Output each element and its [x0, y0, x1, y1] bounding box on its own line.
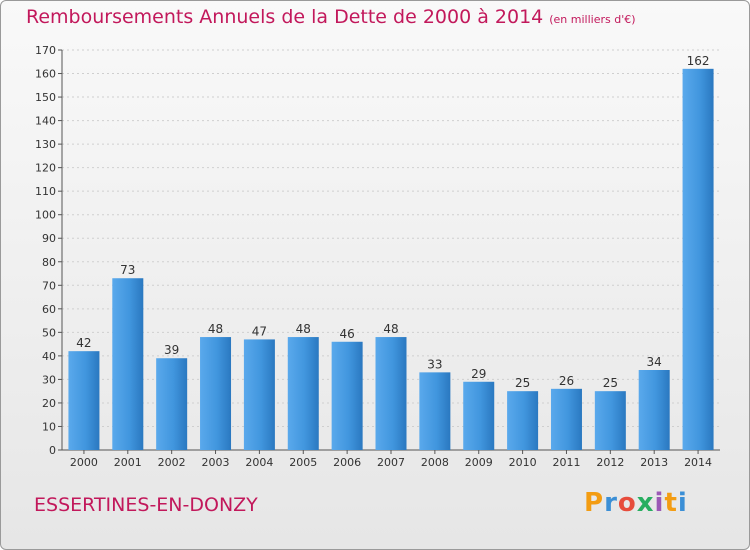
bar-2007 [375, 337, 407, 450]
bar-2003 [200, 337, 232, 450]
y-tick-label: 170 [35, 44, 56, 57]
y-tick-label: 30 [42, 373, 56, 386]
y-tick-label: 160 [35, 68, 56, 81]
logo-letter: P [584, 488, 605, 518]
x-tick-label-2003: 2003 [202, 456, 230, 469]
chart-subtitle: (en milliers d'€) [549, 13, 636, 26]
bar-2010 [507, 391, 539, 450]
x-tick-label-2012: 2012 [596, 456, 624, 469]
logo-letter: t [664, 488, 678, 518]
bar-2005 [287, 337, 319, 450]
y-tick-label: 0 [49, 444, 56, 457]
y-tick-label: 40 [42, 350, 56, 363]
bar-2009 [463, 381, 495, 450]
x-tick-label-2011: 2011 [552, 456, 580, 469]
x-tick-label-2004: 2004 [245, 456, 273, 469]
bar-2013 [638, 370, 670, 450]
value-label-2007: 48 [383, 322, 398, 336]
x-tick-label-2001: 2001 [114, 456, 142, 469]
y-tick-label: 150 [35, 91, 56, 104]
logo-letter: r [604, 488, 618, 518]
value-label-2010: 25 [515, 376, 530, 390]
logo-letter: i [677, 488, 688, 518]
bar-2014 [682, 68, 714, 450]
y-tick-label: 110 [35, 185, 56, 198]
x-tick-label-2000: 2000 [70, 456, 98, 469]
value-label-2009: 29 [471, 367, 486, 381]
value-label-2011: 26 [559, 374, 574, 388]
logo-letter: i [654, 488, 665, 518]
x-tick-label-2007: 2007 [377, 456, 405, 469]
logo-letter: x [636, 488, 655, 518]
y-tick-label: 130 [35, 138, 56, 151]
value-label-2013: 34 [647, 355, 662, 369]
value-label-2006: 46 [339, 327, 354, 341]
y-tick-label: 100 [35, 209, 56, 222]
commune-name: ESSERTINES-EN-DONZY [34, 494, 258, 516]
y-tick-label: 120 [35, 162, 56, 175]
bar-2000 [68, 351, 100, 450]
x-tick-label-2009: 2009 [465, 456, 493, 469]
chart-title: Remboursements Annuels de la Dette de 20… [26, 6, 636, 28]
y-tick-label: 20 [42, 397, 56, 410]
value-label-2004: 47 [252, 324, 267, 338]
y-tick-label: 60 [42, 303, 56, 316]
bar-2011 [550, 388, 582, 450]
value-label-2002: 39 [164, 343, 179, 357]
value-label-2000: 42 [76, 336, 91, 350]
bar-2012 [594, 391, 626, 450]
bar-2004 [243, 339, 275, 450]
proxiti-logo: Proxiti [584, 488, 688, 518]
x-tick-label-2014: 2014 [684, 456, 712, 469]
value-label-2001: 73 [120, 263, 135, 277]
x-tick-label-2010: 2010 [509, 456, 537, 469]
y-tick-label: 70 [42, 279, 56, 292]
value-label-2012: 25 [603, 376, 618, 390]
value-label-2008: 33 [427, 357, 442, 371]
bar-2001 [112, 278, 144, 450]
x-tick-label-2008: 2008 [421, 456, 449, 469]
bar-2008 [419, 372, 451, 450]
x-tick-label-2005: 2005 [289, 456, 317, 469]
y-tick-label: 90 [42, 232, 56, 245]
y-tick-label: 140 [35, 115, 56, 128]
bar-2002 [156, 358, 188, 450]
value-label-2005: 48 [296, 322, 311, 336]
x-tick-label-2013: 2013 [640, 456, 668, 469]
logo-letter: o [617, 488, 637, 518]
y-tick-label: 80 [42, 256, 56, 269]
value-label-2014: 162 [687, 54, 710, 68]
y-tick-label: 10 [42, 420, 56, 433]
x-tick-label-2006: 2006 [333, 456, 361, 469]
bar-chart: 0 10 20 30 40 50 60 70 80 90 100 110 120 130 140 150 160… [35, 44, 720, 469]
y-tick-label: 50 [42, 326, 56, 339]
x-tick-label-2002: 2002 [158, 456, 186, 469]
value-label-2003: 48 [208, 322, 223, 336]
chart-title-text: Remboursements Annuels de la Dette de 20… [26, 6, 544, 28]
bar-2006 [331, 341, 363, 450]
